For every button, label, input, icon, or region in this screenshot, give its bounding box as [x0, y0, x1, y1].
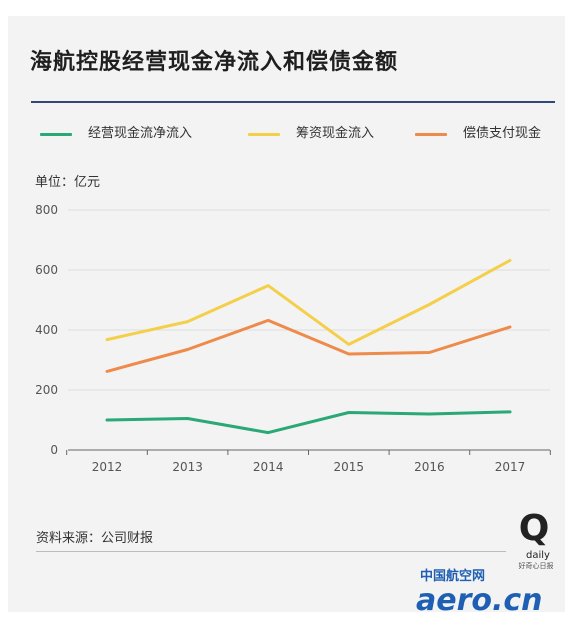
- legend-item-debt: 偿债支付现金: [415, 124, 565, 144]
- data-point-financing: [267, 284, 270, 287]
- x-tick-label: 2012: [92, 460, 123, 474]
- source-label: 资料来源：公司财报: [36, 531, 154, 546]
- legend-label-operating: 经营现金流净流入: [88, 126, 193, 141]
- series-line-debt: [105, 318, 512, 373]
- source-divider: [36, 551, 506, 552]
- aero-logo-cn: 中国航空网: [420, 568, 485, 584]
- legend-swatch-operating: [40, 133, 72, 136]
- y-tick-label: 200: [35, 383, 58, 397]
- grid-layer: [68, 209, 550, 391]
- data-point-financing: [508, 259, 512, 262]
- data-point-operating: [347, 411, 350, 414]
- data-point-debt: [508, 325, 512, 329]
- legend-item-operating: 经营现金流净流入: [40, 124, 230, 144]
- title-underline: [31, 101, 555, 103]
- aero-logo: 中国航空网 aero.cn: [416, 568, 543, 614]
- data-point-operating: [267, 431, 270, 434]
- y-tick-label: 400: [35, 323, 58, 337]
- x-tick-label: 2015: [334, 460, 365, 474]
- data-point-debt: [267, 319, 270, 322]
- y-tick-label: 0: [50, 443, 58, 457]
- data-point-debt: [186, 348, 189, 351]
- data-point-financing: [186, 320, 189, 323]
- data-point-debt: [347, 352, 350, 356]
- data-point-operating: [428, 412, 431, 416]
- data-point-financing: [428, 303, 431, 306]
- aero-logo-domain: aero.cn: [416, 583, 543, 614]
- x-tick-label: 2016: [414, 460, 445, 474]
- y-tick-label: 800: [35, 203, 58, 217]
- x-tick-label: 2014: [253, 460, 284, 474]
- chart-title: 海航控股经营现金净流入和偿债金额: [30, 50, 399, 75]
- x-tick-label: 2017: [495, 460, 526, 474]
- data-point-operating: [186, 417, 189, 420]
- legend-label-debt: 偿债支付现金: [463, 126, 542, 141]
- legend-item-financing: 筹资现金流入: [248, 124, 408, 144]
- daily-logo: Q daily 好奇心日报: [519, 508, 554, 570]
- x-tick-label: 2013: [172, 460, 203, 474]
- data-point-operating: [508, 410, 512, 414]
- data-point-financing: [105, 338, 109, 341]
- unit-label: 单位：亿元: [35, 175, 101, 190]
- data-point-debt: [428, 351, 431, 354]
- series-line-financing: [105, 258, 512, 346]
- daily-logo-mark: Q: [519, 508, 550, 549]
- legend-swatch-debt: [415, 133, 447, 136]
- series-layer: [105, 258, 512, 435]
- daily-logo-tagline: 好奇心日报: [519, 561, 554, 570]
- data-point-financing: [347, 343, 350, 346]
- daily-logo-word: daily: [526, 550, 550, 561]
- legend-swatch-financing: [248, 133, 280, 136]
- series-line-operating: [105, 410, 512, 435]
- data-point-operating: [105, 418, 109, 422]
- y-tick-label: 600: [35, 263, 58, 277]
- axis-layer: 0 200 400 600 800 2012 2013 2014 2015 2016 2017: [35, 203, 551, 474]
- legend-label-financing: 筹资现金流入: [296, 126, 375, 141]
- chart-card: [8, 16, 565, 612]
- data-point-debt: [105, 370, 109, 373]
